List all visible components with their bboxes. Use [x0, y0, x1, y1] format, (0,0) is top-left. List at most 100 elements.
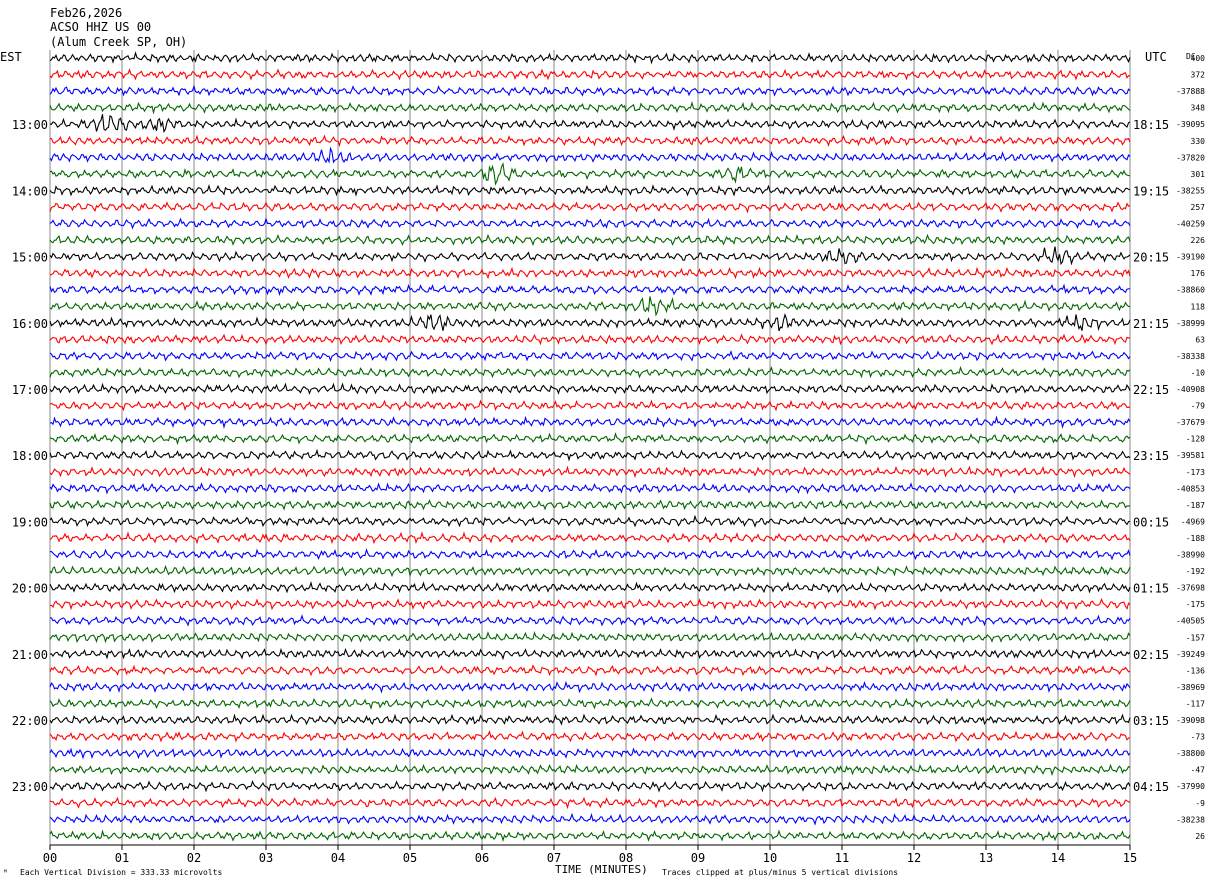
seismic-trace: [49, 51, 1131, 65]
scale-note: Each Vertical Division = 333.33 microvol…: [20, 868, 222, 877]
dc-offset-label: -128: [1186, 435, 1205, 444]
clip-note: Traces clipped at plus/minus 5 vertical …: [662, 868, 898, 877]
seismic-trace: [49, 382, 1131, 395]
seismic-trace: [49, 114, 1131, 134]
seismic-trace: [49, 313, 1131, 332]
dc-offset-label: -37820: [1176, 153, 1205, 162]
seismic-trace: [49, 233, 1131, 247]
dc-offset-label: -38990: [1176, 551, 1205, 560]
left-hour-label: 13:00: [12, 118, 48, 132]
left-hour-label: 17:00: [12, 383, 48, 397]
x-tick-label: 11: [835, 851, 849, 865]
seismic-trace: [49, 84, 1131, 97]
dc-offset-label: -40259: [1176, 220, 1205, 229]
x-axis-ticks: 00 01 02 03 04 05 06 07 08 09 10 11 12 13 14 15: [43, 845, 1137, 865]
dc-offset-label: -38999: [1176, 319, 1205, 328]
dc-offset-label: -136: [1186, 666, 1205, 675]
seismic-trace: [49, 664, 1131, 677]
seismic-trace: [49, 465, 1131, 479]
right-hour-label: 23:15: [1133, 449, 1169, 463]
x-tick-label: 07: [547, 851, 561, 865]
right-hour-label: 20:15: [1133, 251, 1169, 265]
seismic-trace: [49, 730, 1131, 743]
seismic-trace: [49, 829, 1131, 843]
seismic-trace: [49, 548, 1131, 561]
dc-offset-label: -39190: [1176, 253, 1205, 262]
seismic-trace: [49, 146, 1131, 164]
dc-offset-label: -4969: [1181, 517, 1205, 526]
dc-offset-label: 63: [1195, 335, 1205, 344]
seismic-trace: [49, 448, 1131, 462]
left-hour-label: 23:00: [12, 780, 48, 794]
seismic-trace: [49, 747, 1131, 760]
dc-offset-label: 176: [1191, 269, 1206, 278]
x-axis-title: TIME (MINUTES): [555, 863, 648, 876]
dc-offset-label: -39581: [1176, 451, 1205, 460]
seismic-trace: [49, 763, 1131, 777]
seismic-trace: [49, 217, 1131, 230]
left-hour-label: 14:00: [12, 184, 48, 198]
dc-offset-label: -37888: [1176, 87, 1205, 96]
dc-offset-label: 330: [1191, 137, 1206, 146]
seismic-trace: [49, 283, 1131, 297]
dc-offset-label: -173: [1186, 468, 1205, 477]
left-hour-label: 18:00: [12, 449, 48, 463]
dc-offset-label: -187: [1186, 501, 1205, 510]
location-label: (Alum Creek SP, OH): [50, 35, 187, 49]
dc-header-label: DC: [1186, 52, 1196, 61]
seismic-trace: [49, 514, 1131, 528]
dc-offset-label: -117: [1186, 699, 1205, 708]
seismic-trace: [49, 812, 1131, 826]
right-hour-label: 18:15: [1133, 118, 1169, 132]
seismic-trace: [49, 432, 1131, 446]
right-hour-labels: 18:15 19:15 20:15 21:15 22:15 23:15 00:15 01:15…: [1133, 118, 1169, 794]
dc-offset-label: -157: [1186, 633, 1205, 642]
dc-offset-label: -40505: [1176, 617, 1205, 626]
dc-offset-label: 348: [1191, 104, 1206, 113]
seismic-trace: [49, 399, 1131, 412]
seismic-trace: [49, 415, 1131, 430]
dc-offset-label: -37698: [1176, 584, 1205, 593]
left-hour-label: 22:00: [12, 714, 48, 728]
left-hour-label: 15:00: [12, 251, 48, 265]
left-hour-label: 21:00: [12, 648, 48, 662]
seismic-trace: [49, 296, 1131, 317]
dc-offset-label: 26: [1195, 832, 1205, 841]
seismic-trace: [49, 630, 1131, 644]
seismic-trace: [49, 333, 1131, 346]
dc-offset-label: -39098: [1176, 716, 1205, 725]
x-tick-label: 10: [763, 851, 777, 865]
seismic-trace: [49, 531, 1131, 545]
x-tick-label: 13: [979, 851, 993, 865]
axis-corner-mark: ᴹ: [3, 868, 8, 877]
x-tick-label: 12: [907, 851, 921, 865]
seismic-trace: [49, 183, 1131, 197]
dc-offset-label: 372: [1191, 71, 1206, 80]
dc-offset-label: 400: [1191, 54, 1206, 63]
seismic-trace: [49, 796, 1131, 810]
dc-offset-labels: 400 372 -37888 348 -39095 330 -37820 301 -38255 2…: [1176, 54, 1205, 841]
x-tick-label: 14: [1051, 851, 1065, 865]
x-tick-label: 02: [187, 851, 201, 865]
dc-offset-label: -37679: [1176, 418, 1205, 427]
date-label: Feb26,2026: [50, 6, 122, 20]
dc-offset-label: 118: [1191, 302, 1206, 311]
dc-offset-label: -175: [1186, 600, 1205, 609]
seismic-trace: [50, 614, 1131, 627]
x-tick-label: 09: [691, 851, 705, 865]
seismic-trace: [49, 779, 1131, 793]
seismic-trace: [49, 713, 1131, 726]
dc-offset-label: -40853: [1176, 484, 1205, 493]
dc-offset-label: -40908: [1176, 385, 1205, 394]
right-hour-label: 02:15: [1133, 648, 1169, 662]
right-hour-label: 21:15: [1133, 317, 1169, 331]
seismic-trace: [49, 697, 1131, 710]
dc-offset-label: -38338: [1176, 352, 1205, 361]
dc-offset-label: -188: [1186, 534, 1205, 543]
dc-offset-label: -37990: [1176, 782, 1205, 791]
left-hour-label: 16:00: [12, 317, 48, 331]
seismic-trace: [49, 68, 1131, 81]
seismic-trace: [49, 162, 1131, 186]
seismic-trace: [49, 134, 1131, 148]
